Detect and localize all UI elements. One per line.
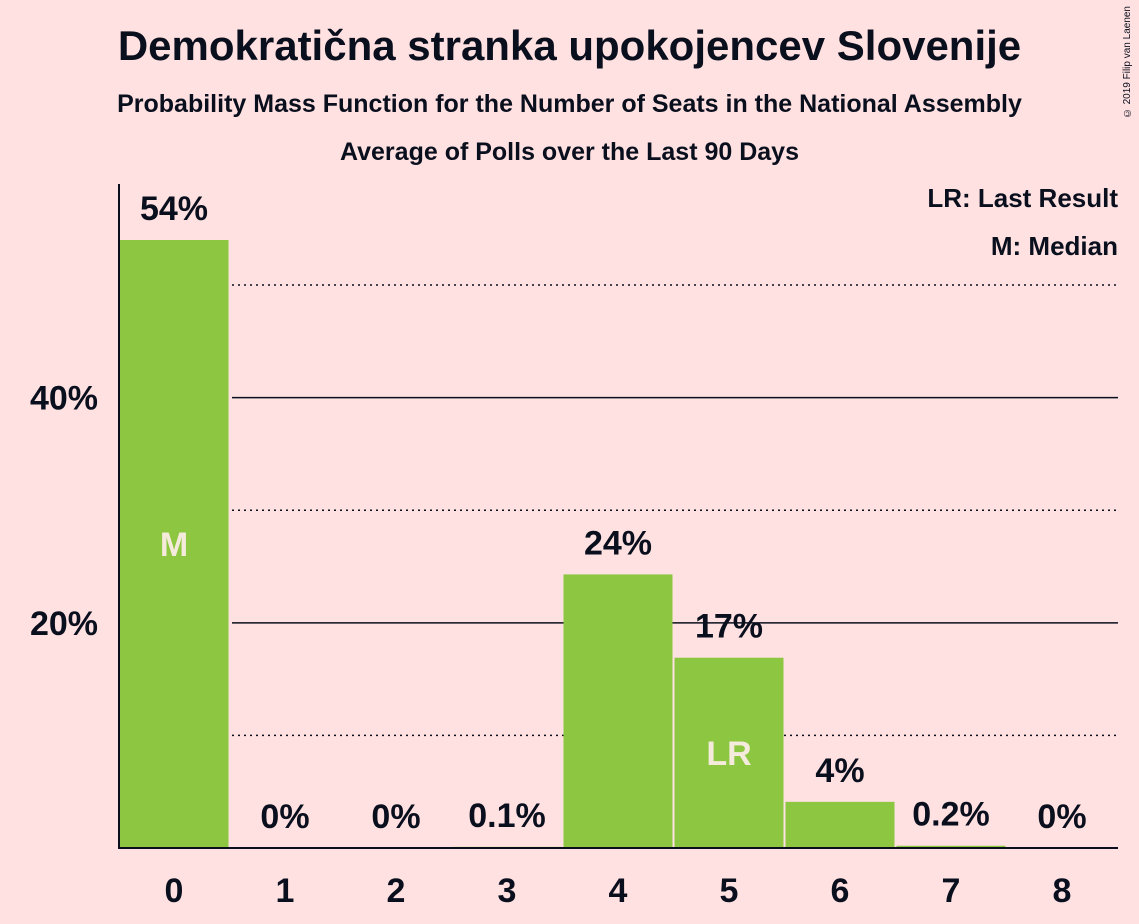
value-label: 54% — [140, 190, 208, 228]
value-label: 0% — [1037, 798, 1086, 836]
x-tick-label: 4 — [609, 872, 628, 910]
bar-seats-5 — [674, 657, 784, 848]
value-label: 0.2% — [912, 796, 990, 834]
x-tick-label: 0 — [165, 872, 184, 910]
bar-seats-6 — [785, 801, 895, 848]
value-label: 17% — [695, 608, 763, 646]
chart-title: Demokratična stranka upokojencev Sloveni… — [117, 22, 1022, 69]
x-tick-label: 5 — [720, 872, 739, 910]
bar-seats-7 — [896, 845, 1006, 848]
bars — [119, 240, 1006, 848]
value-label: 0% — [371, 798, 420, 836]
x-tick-label: 8 — [1053, 872, 1072, 910]
marker-m: M — [160, 526, 188, 564]
x-tick-label: 6 — [831, 872, 850, 910]
axes — [118, 184, 1118, 849]
grid-lines — [232, 284, 1118, 737]
value-label: 4% — [815, 752, 864, 790]
value-label: 0% — [260, 798, 309, 836]
x-tick-label: 7 — [942, 872, 961, 910]
bar-seats-0 — [119, 240, 229, 848]
value-label: 0.1% — [468, 797, 546, 835]
chart-subtitle: Probability Mass Function for the Number… — [117, 90, 1022, 118]
bar-seats-4 — [563, 574, 673, 848]
marker-lr: LR — [706, 735, 751, 773]
legend-median: M: Median — [990, 231, 1118, 261]
x-tick-label: 3 — [498, 872, 517, 910]
value-label: 24% — [584, 524, 652, 562]
legend-last-result: LR: Last Result — [927, 183, 1118, 213]
y-tick-label: 40% — [30, 380, 98, 418]
labels: 20% 40% 0 1 2 3 4 5 6 7 8 54% 0% 0% 0.1% 24% 17% 4% 0.2% 0%… — [30, 190, 1087, 910]
x-tick-label: 2 — [387, 872, 406, 910]
chart-subtitle-secondary: Average of Polls over the Last 90 Days — [340, 138, 799, 166]
y-tick-label: 20% — [30, 605, 98, 643]
x-tick-label: 1 — [276, 872, 295, 910]
